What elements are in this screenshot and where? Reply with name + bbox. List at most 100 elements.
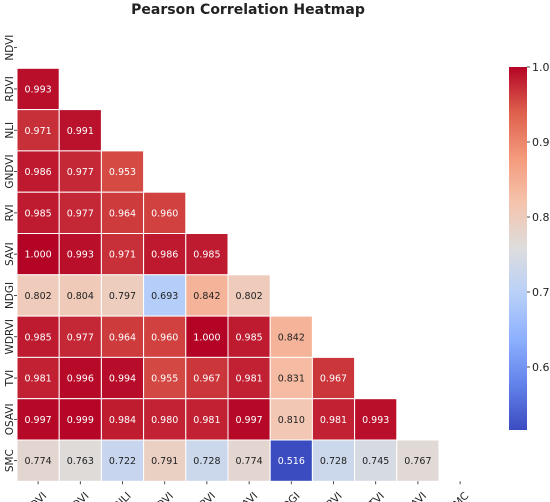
chart-title: Pearson Correlation Heatmap [131,2,365,18]
x-tick-label-smc: SMC [447,490,472,502]
y-tick-label-ndgi: NDGI [4,282,16,309]
cell-value-label: 0.971 [109,250,136,261]
cell-value-label: 0.763 [67,456,94,467]
heatmap-cell-osavi-savi [227,398,271,441]
cell-value-label: 0.985 [24,332,51,343]
cell-value-label: 0.993 [362,415,389,426]
cell-value-label: 0.967 [193,374,220,385]
cell-value-label: 0.977 [67,167,94,178]
cell-value-label: 0.996 [67,374,94,385]
heatmap-cell-osavi-gndvi [143,398,187,441]
cell-value-label: 0.981 [320,415,347,426]
x-tick-label-ndvi: NDVI [22,490,49,502]
cell-value-label: 1.000 [193,332,220,343]
heatmap-cell-tvi-wdrvi [311,356,356,400]
x-tick-label-rvi: RVI [198,490,219,502]
cell-value-label: 0.991 [67,126,94,137]
cell-value-label: 0.955 [151,374,178,385]
heatmap-cell-smc-tvi [354,439,398,482]
colorbar-tick-label: 0.7 [532,286,550,299]
x-tick-label-osavi: OSAVI [398,490,429,502]
cell-value-label: 0.981 [193,415,220,426]
x-tick-label-savi: SAVI [235,490,260,502]
y-tick-label-rvi: RVI [4,204,16,221]
heatmap-cell-ndgi-nli [100,274,145,317]
cell-value-label: 0.986 [24,167,51,178]
cell-value-label: 0.960 [151,332,178,343]
cell-value-label: 0.842 [193,291,220,302]
cell-value-label: 0.791 [151,456,178,467]
cell-value-label: 0.810 [278,415,305,426]
heatmap-cell-tvi-nli [100,356,145,400]
heatmap-cell-savi-rdvi [58,233,102,276]
cell-value-label: 0.774 [24,456,51,467]
cell-value-label: 0.985 [193,250,220,261]
cell-value-label: 0.797 [109,291,136,302]
cell-value-label: 0.802 [235,291,262,302]
y-tick-label-gndvi: GNDVI [4,154,16,188]
colorbar: 1.0 0.9 0.8 0.7 0.6 [509,61,550,430]
heatmap-cell-rvi-rdvi [58,191,102,234]
cell-value-label: 0.842 [278,332,305,343]
heatmap-cell-nli-ndvi [16,109,60,152]
heatmap-cell-osavi-tvi [354,398,398,441]
cell-value-label: 0.984 [109,415,136,426]
x-tick-label-wdrvi: WDRVI [311,490,345,502]
x-tick-label-gndvi: GNDVI [143,490,176,502]
cell-value-label: 0.964 [109,208,136,219]
cell-value-label: 0.693 [151,291,178,302]
heatmap-cell-ndgi-rdvi [58,274,102,317]
colorbar-tick-label: 0.8 [532,211,550,224]
heatmap-cell-tvi-ndvi [16,356,60,400]
cell-value-label: 0.993 [24,84,51,95]
heatmap-cell-smc-rdvi [58,439,102,482]
heatmap-cell-smc-gndvi [143,439,187,482]
heatmap-cell-smc-wdrvi [311,439,356,482]
cell-value-label: 0.981 [24,374,51,385]
cell-value-label: 0.980 [151,415,178,426]
heatmap-cell-wdrvi-savi [227,315,271,358]
cell-value-label: 1.000 [24,250,51,261]
cell-value-label: 0.985 [235,332,262,343]
y-tick-label-ndvi: NDVI [4,35,16,61]
cell-value-label: 0.767 [404,456,431,467]
cell-value-label: 0.999 [67,415,94,426]
cell-value-label: 0.977 [67,332,94,343]
cell-value-label: 0.831 [278,374,305,385]
y-tick-label-nli: NLI [4,122,16,139]
colorbar-tick-label: 0.6 [532,361,550,374]
cell-value-label: 0.804 [67,291,94,302]
heatmap-cells: 0.993 0.971 0.991 0.986 0.977 0.953 0.985 0.977… [16,67,440,482]
y-tick-label-smc: SMC [4,449,16,472]
x-tick-label-rdvi: RDVI [65,490,92,502]
heatmap-cell-gndvi-nli [100,150,145,193]
x-tick-label-nli: NLI [113,490,133,502]
heatmap-cell-osavi-ndvi [16,398,60,441]
x-tick-label-ndgi: NDGI [275,490,303,502]
cell-value-label: 0.964 [109,332,136,343]
y-axis-tick-labels: NDVI RDVI NLI GNDVI RVI SAVI NDGI WDRVI TVI OSAVI… [4,35,17,472]
y-tick-label-osavi: OSAVI [4,403,16,435]
heatmap-cell-ndgi-rvi [185,274,229,317]
cell-value-label: 0.960 [151,208,178,219]
colorbar-gradient [509,67,527,430]
cell-value-label: 0.994 [109,374,136,385]
heatmap-cell-ndgi-gndvi [143,274,187,317]
heatmap-cell-osavi-ndgi [269,398,313,441]
heatmap-cell-smc-rvi [185,439,229,482]
heatmap-cell-wdrvi-rdvi [58,315,102,358]
x-axis-tick-labels: NDVI RDVI NLI GNDVI RVI SAVI NDGI WDRVI TVI OSAVI… [22,481,471,502]
heatmap-cell-wdrvi-ndgi [269,315,313,358]
cell-value-label: 0.953 [109,167,136,178]
cell-value-label: 0.728 [320,456,347,467]
cell-value-label: 0.977 [67,208,94,219]
heatmap-cell-smc-ndvi [16,439,60,482]
y-tick-label-savi: SAVI [4,242,16,266]
heatmap-cell-ndgi-savi [227,274,271,317]
cell-value-label: 0.986 [151,250,178,261]
cell-value-label: 0.993 [67,250,94,261]
cell-value-label: 0.516 [278,456,305,467]
y-tick-label-rdvi: RDVI [4,76,16,101]
cell-value-label: 0.802 [24,291,51,302]
